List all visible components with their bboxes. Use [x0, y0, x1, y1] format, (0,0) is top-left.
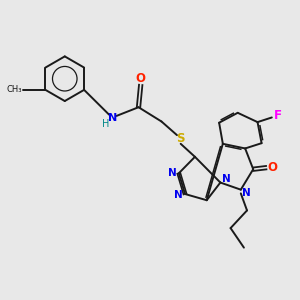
Text: N: N	[174, 190, 183, 200]
Text: N: N	[108, 113, 117, 123]
Text: N: N	[168, 168, 176, 178]
Text: CH₃: CH₃	[7, 85, 22, 94]
Text: S: S	[176, 132, 184, 145]
Text: O: O	[267, 161, 278, 174]
Text: N: N	[242, 188, 251, 198]
Text: O: O	[136, 72, 146, 85]
Text: F: F	[273, 110, 281, 122]
Text: N: N	[222, 174, 230, 184]
Text: H: H	[102, 119, 110, 129]
